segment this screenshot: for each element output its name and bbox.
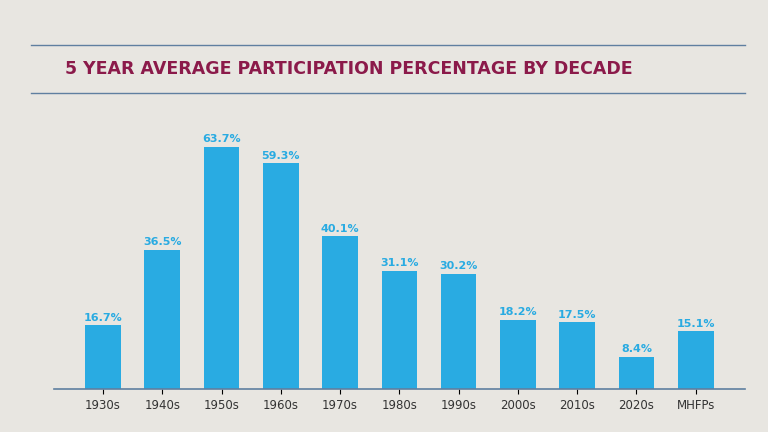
Text: 31.1%: 31.1% bbox=[380, 258, 419, 268]
Bar bbox=[678, 331, 713, 389]
Bar bbox=[323, 236, 358, 389]
Text: 16.7%: 16.7% bbox=[84, 313, 122, 323]
Text: 17.5%: 17.5% bbox=[558, 310, 597, 320]
Text: 59.3%: 59.3% bbox=[262, 151, 300, 161]
Bar bbox=[85, 325, 121, 389]
Text: 63.7%: 63.7% bbox=[202, 134, 241, 144]
Bar bbox=[619, 357, 654, 389]
Text: 36.5%: 36.5% bbox=[143, 237, 181, 248]
Bar bbox=[263, 163, 299, 389]
Bar bbox=[144, 250, 180, 389]
Bar bbox=[204, 146, 240, 389]
Bar bbox=[441, 274, 476, 389]
Text: 5 YEAR AVERAGE PARTICIPATION PERCENTAGE BY DECADE: 5 YEAR AVERAGE PARTICIPATION PERCENTAGE … bbox=[65, 60, 633, 78]
Bar bbox=[382, 270, 417, 389]
Text: 15.1%: 15.1% bbox=[677, 319, 715, 329]
Bar bbox=[500, 320, 536, 389]
Bar bbox=[559, 322, 595, 389]
Text: 40.1%: 40.1% bbox=[321, 224, 359, 234]
Text: 8.4%: 8.4% bbox=[621, 344, 652, 354]
Text: 18.2%: 18.2% bbox=[498, 307, 538, 317]
Text: 30.2%: 30.2% bbox=[439, 261, 478, 271]
